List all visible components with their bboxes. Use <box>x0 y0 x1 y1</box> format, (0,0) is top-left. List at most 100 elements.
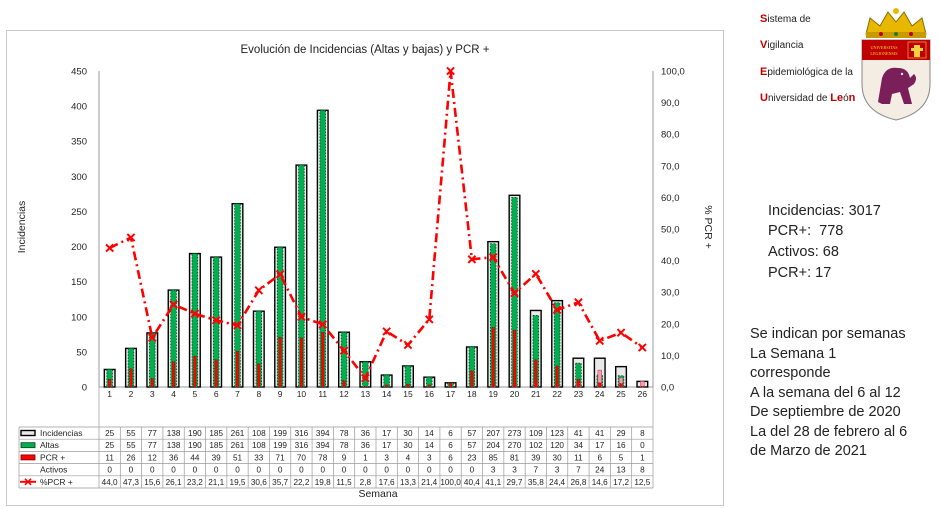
table-cell: 207 <box>486 429 500 438</box>
note-line: A la semana del 6 al 12 <box>750 384 901 401</box>
bar-altas <box>575 362 582 388</box>
table-cell: 12 <box>148 453 158 462</box>
x-tick-label: 3 <box>150 389 155 399</box>
table-cell: 0 <box>150 466 155 475</box>
chart: Evolución de Incidencias (Altas y bajas)… <box>16 44 714 500</box>
x-tick-label: 10 <box>297 389 307 399</box>
y-tick-label: 50 <box>76 347 87 358</box>
table-cell: 0 <box>320 466 325 475</box>
bar-pcr <box>555 365 559 388</box>
table-cell: 120 <box>550 441 564 450</box>
x-tick-label: 6 <box>214 389 219 399</box>
table-cell: 5 <box>619 453 624 462</box>
x-tick-label: 2 <box>129 389 134 399</box>
x-axis-label: Semana <box>358 488 397 500</box>
table-cell: 30 <box>403 429 413 438</box>
point-pcr-percent <box>595 336 605 346</box>
table-cell: 0 <box>384 466 389 475</box>
y-tick-label: 150 <box>71 277 87 288</box>
bar-pcr <box>470 370 474 388</box>
chart-title: Evolución de Incidencias (Altas y bajas)… <box>241 44 490 56</box>
table-cell: 39 <box>531 453 541 462</box>
point-pcr-percent <box>211 316 221 325</box>
table-cell: 19,5 <box>230 478 246 487</box>
bar-pcr <box>171 361 176 388</box>
table-row-label: Altas <box>40 440 59 450</box>
point-pcr-percent <box>147 333 157 343</box>
table-cell: 3 <box>512 466 517 475</box>
stat-incidencias: Incidencias: 3017 <box>768 203 881 219</box>
table-row-label: PCR + <box>40 452 65 462</box>
x-tick-label: 21 <box>531 389 541 399</box>
table-cell: 19,8 <box>315 478 331 487</box>
point-pcr-percent <box>275 269 285 279</box>
x-tick-label: 22 <box>552 389 562 399</box>
y-tick-label: 400 <box>71 102 87 113</box>
bar-altas <box>234 203 241 388</box>
table-cell: 11 <box>105 453 114 462</box>
table-cell: 0 <box>470 466 475 475</box>
table-cell: 70 <box>297 453 307 462</box>
week-note: Se indican por semanas La Semana 1 corre… <box>750 325 940 462</box>
table-cell: 23 <box>467 453 477 462</box>
bar-pcr <box>214 359 218 388</box>
table-cell: 123 <box>550 429 564 438</box>
table-cell: 40,4 <box>464 478 480 487</box>
table-cell: 30 <box>553 453 563 462</box>
point-pcr-percent <box>446 66 455 76</box>
legend-key-incidencias <box>20 429 36 437</box>
bar-pcr <box>321 331 325 388</box>
note-line: corresponde <box>750 365 831 381</box>
table-cell: 3 <box>555 466 560 475</box>
x-tick-label: 26 <box>638 389 648 399</box>
bar-pcr <box>576 378 581 388</box>
bar-pcr <box>235 350 240 388</box>
table-cell: 33 <box>254 453 264 462</box>
table-cell: 100,0 <box>440 478 461 487</box>
bar-pcr <box>108 378 112 388</box>
brand-line-2: Vigilancia <box>760 39 804 51</box>
point-pcr-percent <box>552 305 562 315</box>
table-cell: 0 <box>363 466 368 475</box>
stat-activos: Activos: 68 <box>768 244 839 260</box>
x-tick-label: 11 <box>318 389 327 399</box>
series-line-pcr-percent <box>109 70 644 381</box>
bar-pcr <box>342 380 346 388</box>
table-cell: 14 <box>425 441 435 450</box>
table-cell: 6 <box>448 441 453 450</box>
table-cell: 77 <box>148 429 158 438</box>
table-cell: 6 <box>597 453 602 462</box>
table-cell: 0 <box>406 466 411 475</box>
point-pcr-percent <box>169 300 178 309</box>
table-cell: 81 <box>510 453 520 462</box>
table-cell: 0 <box>342 466 347 475</box>
table-cell: 6 <box>448 429 453 438</box>
point-pcr-percent <box>361 373 370 383</box>
bar-altas <box>106 369 113 388</box>
table-cell: 108 <box>252 429 266 438</box>
table-cell: 55 <box>126 441 136 450</box>
brand-line-3: Epidemiológica de la <box>760 66 853 78</box>
point-pcr-percent <box>297 312 306 322</box>
bar-altas <box>532 314 540 388</box>
table-cell: 78 <box>318 453 328 462</box>
table-cell: 14 <box>425 429 435 438</box>
note-line: De septiembre de 2020 <box>750 404 901 420</box>
table-cell: 17,6 <box>379 478 395 487</box>
x-tick-label: 8 <box>256 389 261 399</box>
table-cell: 26 <box>126 453 136 462</box>
legend-key-altas <box>20 442 36 449</box>
table-cell: 0 <box>171 466 176 475</box>
table-row-label: Activos <box>40 465 67 475</box>
y2-tick-label: 0,0 <box>661 383 674 394</box>
x-tick-label: 13 <box>361 389 371 399</box>
table-cell: 138 <box>167 429 181 438</box>
table-cell: 0 <box>299 466 304 475</box>
point-pcr-percent <box>424 315 434 324</box>
table-cell: 17 <box>382 441 392 450</box>
table-cell: 138 <box>167 441 181 450</box>
table-cell: 0 <box>257 466 262 475</box>
table-cell: 17,2 <box>613 478 629 487</box>
table-cell: 44 <box>190 453 200 462</box>
table-cell: 35,8 <box>528 478 544 487</box>
